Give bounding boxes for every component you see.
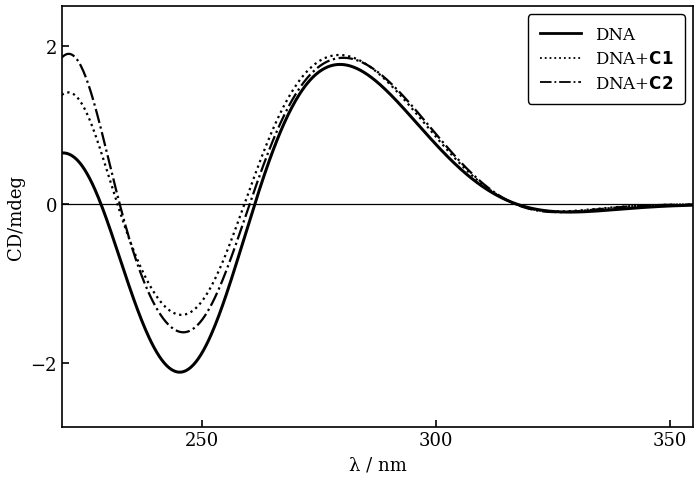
Y-axis label: CD/mdeg: CD/mdeg (7, 174, 25, 259)
X-axis label: λ / nm: λ / nm (349, 455, 407, 473)
Legend: DNA, DNA+$\mathbf{C1}$, DNA+$\mathbf{C2}$: DNA, DNA+$\mathbf{C1}$, DNA+$\mathbf{C2}… (528, 15, 685, 104)
